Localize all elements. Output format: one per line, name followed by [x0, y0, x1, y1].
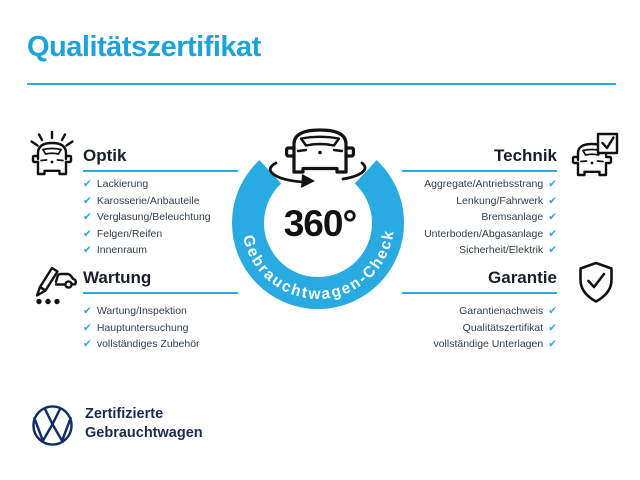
checklist-item: ✔ Lackierung: [83, 179, 211, 190]
check-icon: ✔: [548, 305, 557, 317]
checklist-item-label: Wartung/Inspektion: [96, 305, 187, 317]
checklist-item-label: Sicherheit/Elektrik: [459, 244, 544, 256]
checklist-item-label: Hauptuntersuchung: [96, 321, 189, 334]
page-title: Qualitätszertifikat: [27, 31, 261, 63]
technik-checklist: Aggregate/Antriebsstrang ✔ Lenkung/Fahrwe…: [424, 179, 557, 256]
checklist-item: Unterboden/Abgasanlage ✔: [424, 227, 557, 240]
checklist-item-label: Karosserie/Anbauteile: [96, 194, 200, 207]
service-pen-car-icon: [35, 266, 77, 305]
car-checkbox-icon: [571, 132, 619, 177]
footer-brand: Zertifizierte Gebrauchtwagen: [85, 405, 203, 442]
check-icon: ✔: [83, 211, 92, 223]
check-icon: ✔: [83, 338, 92, 350]
checklist-item-label: Unterboden/Abgasanlage: [424, 227, 544, 240]
checklist-item: ✔ Karosserie/Anbauteile: [83, 194, 211, 207]
title-divider: [27, 83, 616, 85]
checklist-item-label: Verglasung/Beleuchtung: [96, 211, 211, 223]
badge-360-check: Gebrauchtwagen-Check 360°: [232, 128, 404, 309]
check-icon: ✔: [548, 178, 557, 190]
garantie-checklist: Garantienachweis ✔ Qualitätszertifikat ✔ v…: [433, 306, 557, 350]
check-icon: ✔: [83, 227, 92, 240]
checklist-item-label: Bremsanlage: [481, 211, 544, 223]
checklist-item-label: Lackierung: [96, 178, 149, 190]
checklist-item: ✔ Verglasung/Beleuchtung: [83, 212, 211, 223]
badge-ring: [232, 160, 404, 309]
section-underline-optik: [83, 170, 238, 172]
checklist-item: Lenkung/Fahrwerk ✔: [456, 194, 557, 207]
shiny-car-icon: [30, 130, 74, 176]
checklist-item-label: Garantienachweis: [459, 305, 544, 317]
checklist-item-label: Felgen/Reifen: [96, 227, 163, 240]
section-heading-wartung: Wartung: [83, 268, 152, 287]
check-icon: ✔: [548, 194, 557, 207]
check-icon: ✔: [548, 244, 557, 256]
footer-brand-line1: Zertifizierte: [85, 406, 164, 422]
checklist-item: Qualitätszertifikat ✔: [462, 321, 557, 334]
section-heading-garantie: Garantie: [488, 268, 557, 287]
checklist-item: ✔ Innenraum: [83, 245, 211, 256]
badge-car-icon: [285, 128, 355, 174]
section-heading-technik: Technik: [494, 146, 557, 165]
checklist-item: ✔ Felgen/Reifen: [83, 227, 211, 240]
check-icon: ✔: [83, 194, 92, 207]
check-icon: ✔: [83, 321, 92, 334]
checklist-item: Garantienachweis ✔: [459, 306, 557, 317]
checklist-item: Bremsanlage ✔: [481, 212, 557, 223]
check-icon: ✔: [83, 305, 92, 317]
check-icon: ✔: [548, 321, 557, 334]
checklist-item: Aggregate/Antriebsstrang ✔: [424, 179, 557, 190]
checklist-item-label: vollständige Unterlagen: [433, 338, 544, 350]
badge-degrees: 360°: [284, 203, 357, 244]
check-icon: ✔: [83, 178, 92, 190]
check-icon: ✔: [548, 338, 557, 350]
checklist-item-label: Innenraum: [96, 244, 148, 256]
checklist-item: vollständige Unterlagen ✔: [433, 339, 557, 350]
wartung-checklist: ✔ Wartung/Inspektion ✔ Hauptuntersuchung ✔…: [83, 306, 200, 350]
section-underline-garantie: [402, 292, 557, 294]
shield-check-icon: [579, 261, 613, 303]
section-heading-optik: Optik: [83, 146, 127, 165]
check-icon: ✔: [548, 227, 557, 240]
section-underline-wartung: [83, 292, 238, 294]
footer-brand-line2: Gebrauchtwagen: [85, 424, 203, 441]
checklist-item-label: Aggregate/Antriebsstrang: [424, 178, 544, 190]
checklist-item-label: vollständiges Zubehör: [96, 338, 200, 350]
checklist-item-label: Qualitätszertifikat: [462, 321, 544, 334]
checklist-item: ✔ Hauptuntersuchung: [83, 321, 200, 334]
checklist-item: Sicherheit/Elektrik ✔: [459, 245, 557, 256]
checklist-item-label: Lenkung/Fahrwerk: [456, 194, 544, 207]
vw-logo: [32, 405, 73, 446]
checklist-item: ✔ Wartung/Inspektion: [83, 306, 200, 317]
check-icon: ✔: [548, 211, 557, 223]
checklist-item: ✔ vollständiges Zubehör: [83, 339, 200, 350]
optik-checklist: ✔ Lackierung ✔ Karosserie/Anbauteile ✔ Verg…: [83, 179, 211, 256]
check-icon: ✔: [83, 244, 92, 256]
rotation-arrow-icon: [268, 161, 367, 188]
section-underline-technik: [402, 170, 557, 172]
